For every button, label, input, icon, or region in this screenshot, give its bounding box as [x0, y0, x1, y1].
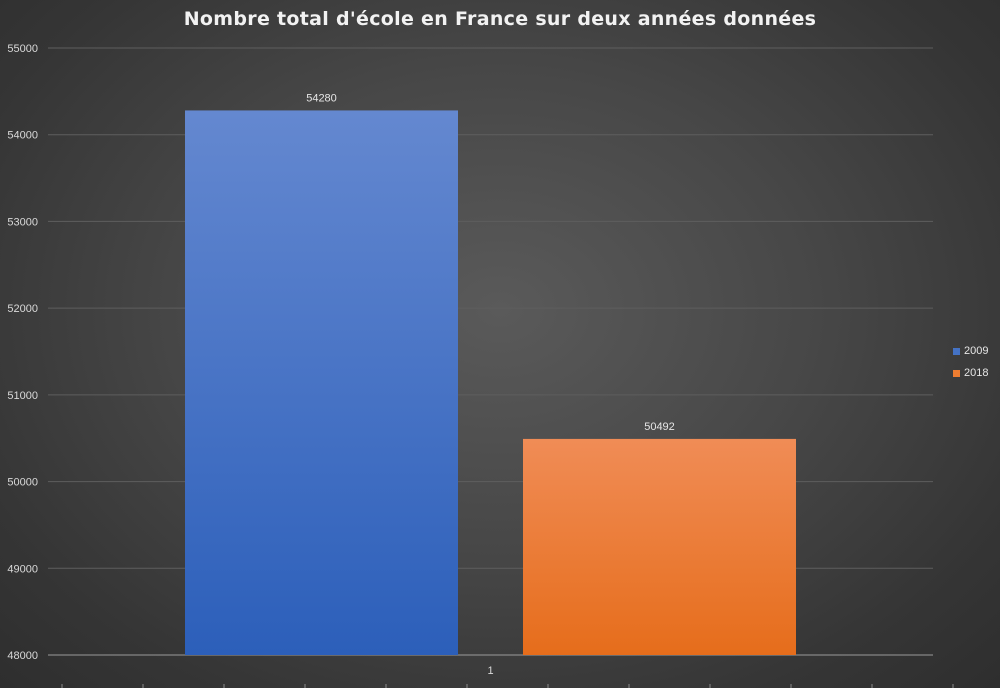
chart-title: Nombre total d'école en France sur deux … — [183, 8, 817, 30]
y-tick-label: 54000 — [7, 130, 38, 142]
data-label-2018: 50492 — [644, 421, 675, 433]
x-tick-label: 1 — [487, 665, 493, 677]
legend-swatch-2018 — [953, 369, 960, 377]
y-tick-label: 55000 — [7, 43, 38, 55]
y-tick-label: 53000 — [7, 216, 38, 228]
y-tick-label: 50000 — [7, 477, 38, 489]
legend-label-2018: 2018 — [964, 367, 989, 379]
y-tick-label: 49000 — [7, 563, 38, 575]
bar-2009 — [185, 110, 458, 656]
y-tick-label: 51000 — [7, 390, 38, 402]
bar-2018 — [523, 438, 796, 655]
legend-swatch-2009 — [953, 347, 960, 355]
y-tick-label: 52000 — [7, 303, 38, 315]
data-label-2009: 54280 — [306, 92, 337, 104]
legend: 2009 2018 — [953, 340, 999, 384]
legend-item-2009: 2009 — [953, 340, 999, 362]
y-tick-label: 48000 — [7, 650, 38, 662]
legend-label-2009: 2009 — [964, 345, 989, 357]
legend-item-2018: 2018 — [953, 362, 999, 384]
